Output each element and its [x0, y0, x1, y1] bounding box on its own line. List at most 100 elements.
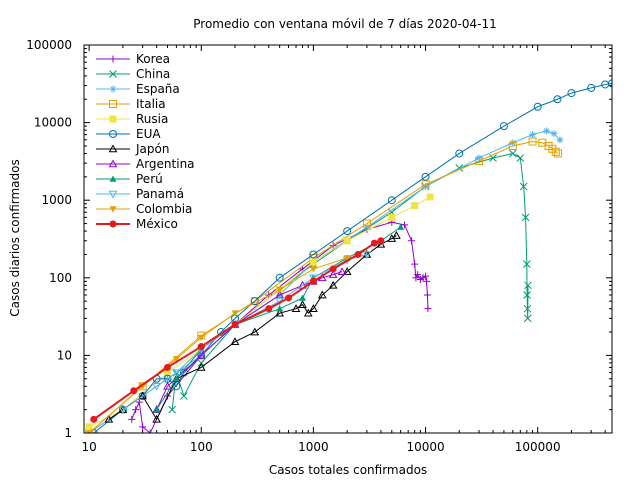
mexico-line [93, 239, 382, 421]
argentina-marker [196, 350, 206, 359]
italia-marker [421, 180, 430, 189]
korea-marker [408, 237, 416, 245]
argentina-line [156, 271, 343, 410]
korea-marker [422, 272, 430, 280]
korea-marker [146, 429, 154, 433]
espana-marker [543, 127, 551, 135]
japon-marker [230, 337, 240, 346]
china-marker [521, 213, 530, 222]
china-marker [168, 405, 177, 414]
y-tick-label: 10000 [34, 116, 72, 130]
japon-marker [392, 231, 401, 239]
rusia-marker [85, 423, 93, 431]
japon-marker [250, 327, 260, 336]
eua-marker [608, 79, 612, 88]
x-tick-label: 100 [190, 440, 213, 454]
series-argentina [152, 267, 347, 413]
japon-marker [275, 308, 284, 317]
colombia-marker [197, 334, 205, 342]
korea-marker [412, 274, 420, 282]
legend-label-panama: Panamá [136, 187, 184, 201]
korea-line [131, 221, 429, 433]
japon-marker [317, 290, 327, 299]
legend-label-korea: Korea [136, 52, 170, 66]
legend-label-italia: Italia [136, 97, 166, 111]
rusia-marker [411, 202, 419, 210]
mexico-marker [309, 277, 317, 285]
legend: KoreaChinaEspañaItaliaRusiaEUAJapónArgen… [96, 52, 195, 231]
legend-label-mexico: México [136, 217, 178, 231]
legend-label-colombia: Colombia [136, 202, 192, 216]
panama-marker [172, 369, 181, 378]
legend-italia-marker [109, 100, 117, 108]
series-layer [85, 79, 612, 433]
rusia-marker [388, 213, 396, 221]
japon-marker [104, 414, 114, 423]
legend-entry-rusia: Rusia [96, 112, 168, 126]
japon-marker [376, 239, 386, 248]
legend-entry-argentina: Argentina [96, 157, 195, 171]
mexico-marker [377, 237, 385, 245]
y-tick-label: 100 [49, 271, 72, 285]
eua-marker [387, 196, 396, 205]
axis-ticks: 10 100 1000 10000 100000 1 10 100 1000 10000 10000… [26, 38, 612, 454]
panama-marker [362, 251, 372, 259]
mexico-marker [354, 250, 362, 258]
korea-marker [411, 260, 419, 268]
argentina-marker [328, 270, 338, 278]
eua-marker [567, 89, 576, 98]
y-tick-label: 100000 [26, 38, 72, 52]
italia-marker [554, 149, 563, 158]
mexico-marker [285, 294, 293, 302]
legend-entry-italia: Italia [96, 97, 166, 111]
x-tick-label: 100000 [515, 440, 561, 454]
china-marker [508, 149, 517, 158]
japon-marker [303, 308, 313, 317]
series-china [168, 149, 532, 414]
series-korea [128, 218, 432, 433]
legend-japon-marker [108, 144, 118, 153]
rusia-marker [343, 237, 351, 245]
x-tick-label: 10000 [406, 440, 444, 454]
rusia-marker [426, 193, 434, 201]
colombia-marker [309, 266, 317, 273]
colombia-marker [343, 255, 351, 262]
eua-marker [553, 95, 562, 104]
eua-marker [421, 172, 430, 181]
china-marker [523, 314, 532, 323]
korea-marker [423, 291, 431, 299]
espana-marker [422, 183, 430, 191]
korea-marker [414, 271, 422, 279]
legend-label-eua: EUA [136, 127, 161, 141]
x-tick-label: 10 [81, 440, 96, 454]
series-panama [118, 251, 372, 415]
legend-label-peru: Perú [136, 172, 163, 186]
colombia-marker [276, 287, 284, 294]
peru-marker [299, 294, 307, 301]
china-marker [523, 291, 531, 299]
mexico-marker [329, 265, 337, 273]
legend-colombia-marker [109, 206, 117, 213]
peru-marker [172, 375, 180, 382]
argentina-marker [163, 381, 172, 390]
espana-marker [556, 136, 564, 144]
korea-marker [424, 305, 432, 313]
peru-line [156, 226, 401, 410]
china-marker [516, 154, 525, 162]
china-marker [523, 304, 532, 313]
japon-marker [152, 414, 161, 423]
legend-entry-korea: Korea [96, 52, 170, 66]
china-line [171, 152, 529, 410]
x-axis-label: Casos totales confirmados [269, 463, 427, 477]
argentina-marker [275, 290, 284, 299]
legend-label-argentina: Argentina [136, 157, 195, 171]
y-axis-label: Casos diarios confirmados [8, 159, 22, 316]
korea-marker [401, 221, 409, 229]
peru-marker [397, 223, 405, 230]
legend-entry-eua: EUA [96, 127, 161, 141]
legend-mexico-marker [109, 220, 117, 228]
legend-korea-marker [109, 55, 117, 63]
series-japon [104, 231, 401, 423]
eua-marker [343, 227, 352, 236]
